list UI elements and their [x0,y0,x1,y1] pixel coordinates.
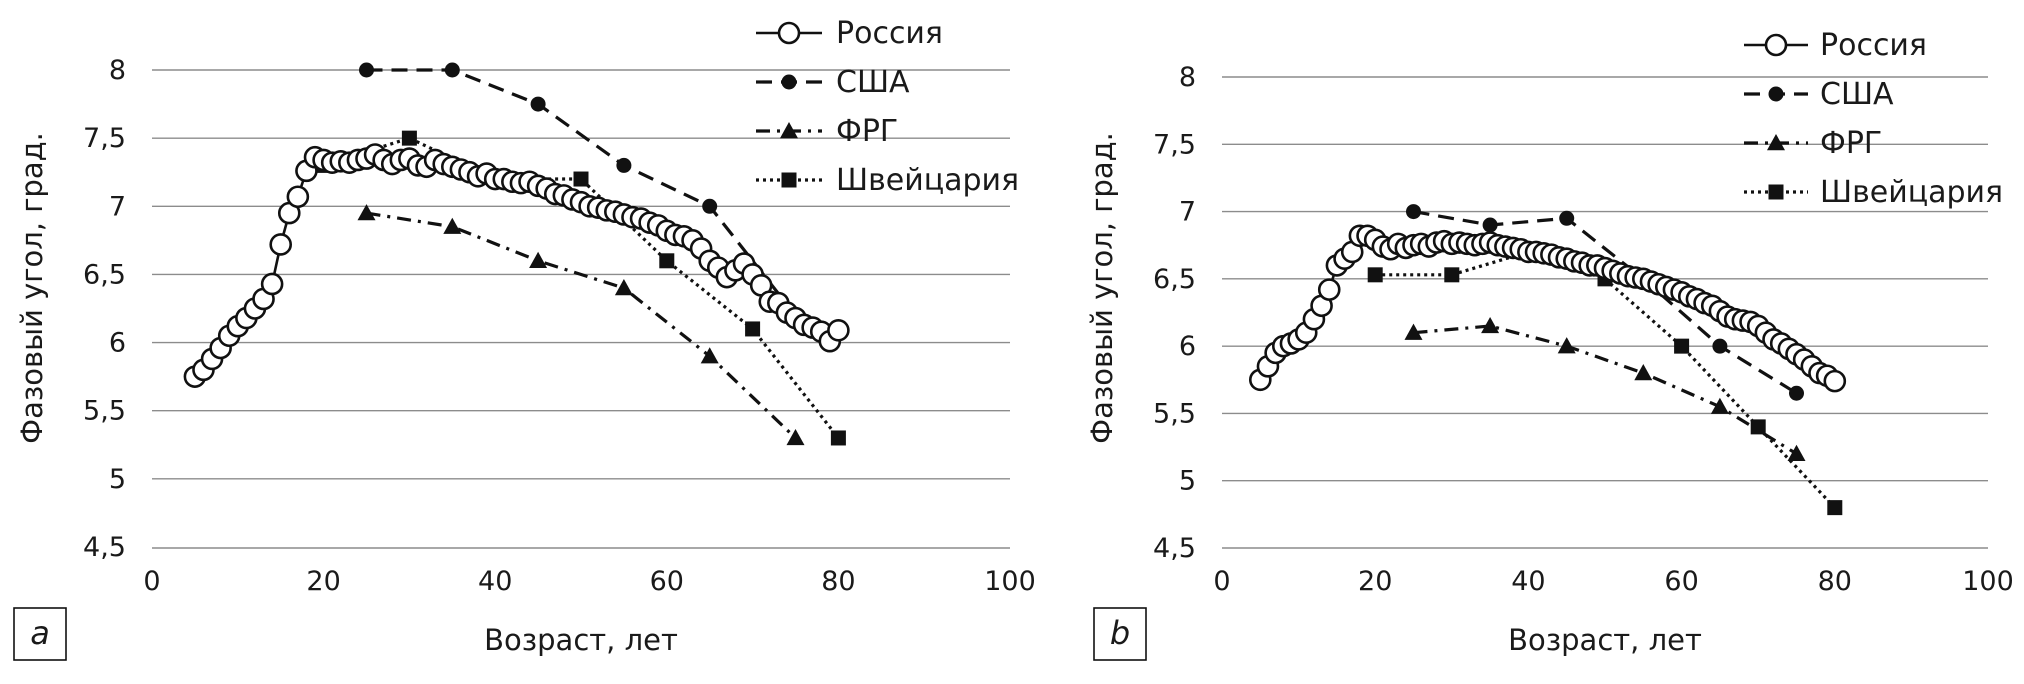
chart-b-panel-label: b [1110,614,1130,652]
chart-a-y-tick-label: 8 [109,55,126,86]
chart-a-data-point [359,62,374,78]
chart-a-data-point [700,347,719,364]
chart-b-data-point [1559,210,1575,226]
chart-b-data-point [1710,397,1729,414]
chart-b-data-point [1404,323,1423,340]
chart-a-series-line [366,68,797,317]
chart-a-data-point [444,62,460,78]
chart-a-data-point [614,279,633,296]
chart-a-legend-marker [777,21,801,45]
chart-a-x-tick-label: 80 [821,566,855,597]
chart-b-y-tick-label: 6 [1179,331,1196,362]
chart-a-legend-marker [780,122,798,139]
chart-a-data-point [573,171,589,187]
chart-b-data-point [1712,338,1728,354]
chart-b-data-point [1674,338,1690,354]
chart-a-x-tick-label: 100 [984,566,1036,597]
chart-a-legend-marker [781,172,797,188]
chart-a-y-tick-label: 7,5 [83,123,126,154]
chart-a-data-point [830,430,846,446]
chart-b-data-point [1750,419,1766,435]
chart-b-legend-label: Швейцария [1820,175,2003,210]
chart-a-legend-label: США [836,65,910,100]
chart-a-x-tick-label: 60 [650,566,684,597]
chart-b-y-tick-label: 4,5 [1153,533,1196,564]
chart-b-legend-marker [1764,33,1788,57]
chart-b-y-axis-title: Фазовый угол, град. [1085,132,1119,444]
chart-b-legend-label: ФРГ [1820,126,1882,161]
chart-a-data-point [260,272,284,296]
chart-b-x-tick-label: 0 [1213,566,1230,597]
chart-b-series-line [1413,210,1798,395]
chart-a-y-tick-label: 6 [109,328,126,359]
chart-b-legend-label: США [1820,77,1894,112]
chart-a-data-point [786,428,805,446]
chart-b-data-point [1823,369,1847,393]
chart-b-panel-box [1093,607,1147,661]
chart-a-y-tick-label: 5,5 [83,396,126,427]
chart-b-series-line [1413,324,1798,456]
chart-a-data-point [286,185,310,209]
chart-b-data-point [1481,316,1500,334]
chart-a-panel-label: a [30,614,50,652]
chart-a-x-axis-title: Возраст, лет [484,623,678,657]
chart-a-panel-box [13,607,67,661]
chart-a-data-point [616,157,632,173]
chart-b-y-tick-label: 5 [1179,466,1196,497]
chart-a-data-point [530,96,546,112]
chart-a-legend-marker [781,74,797,90]
chart-b-data-point [1787,444,1806,461]
chart-a-y-tick-label: 6,5 [83,259,126,290]
chart-a-y-axis-title: Фазовый угол, град. [15,132,49,444]
chart-a-series-line [366,211,797,440]
chart-b-legend-marker [1768,86,1784,102]
chart-a-data-point [827,319,850,342]
chart-b-x-tick-label: 20 [1358,566,1392,597]
chart-a-data-point [659,253,675,269]
chart-b-data-point [1367,267,1383,283]
chart-b-y-tick-label: 5,5 [1153,398,1196,429]
chart-b-y-tick-label: 7 [1179,197,1196,228]
chart-b-data-point [1557,337,1576,354]
chart-b-x-tick-label: 60 [1664,566,1698,597]
chart-b-y-tick-label: 8 [1179,62,1196,93]
chart-b-legend-label: Россия [1820,28,1927,63]
chart-a-y-tick-label: 7 [109,191,126,222]
chart-b-x-tick-label: 40 [1511,566,1545,597]
chart-a-data-point [529,251,548,268]
chart-a-x-tick-label: 40 [478,566,512,597]
chart-b-legend-marker [1767,134,1785,151]
chart-a-legend-label: Россия [836,16,943,51]
chart-a-x-tick-label: 0 [143,566,160,597]
chart-a-y-tick-label: 4,5 [83,532,126,563]
chart-a-legend-label: Швейцария [836,163,1019,198]
chart-a-data-point [269,233,293,256]
chart-a-data-point [745,321,761,337]
chart-b-series-line [1375,250,1836,509]
chart-b-data-point [1406,204,1421,220]
chart-a-data-point [357,204,376,221]
chart-b-data-point [1827,500,1843,516]
chart-b-x-tick-label: 80 [1818,566,1852,597]
chart-b-data-point [1789,385,1804,401]
chart-b-data-point [1444,267,1460,283]
chart-a-legend-label: ФРГ [836,114,898,149]
chart-b-y-tick-label: 6,5 [1153,264,1196,295]
chart-b-y-tick-label: 7,5 [1153,129,1196,160]
chart-a-y-tick-label: 5 [109,464,126,495]
chart-b-legend-marker [1768,184,1784,200]
chart-b-x-axis-title: Возраст, лет [1508,623,1702,657]
chart-b-data-point [1634,364,1653,381]
chart-a-data-point [443,217,462,234]
chart-a-x-tick-label: 20 [306,566,340,597]
chart-a-data-point [702,198,718,214]
chart-a-data-point [401,130,417,146]
chart-b-data-point [1482,217,1498,233]
chart-b-data-point [1317,278,1341,301]
chart-b-x-tick-label: 100 [1962,566,2014,597]
